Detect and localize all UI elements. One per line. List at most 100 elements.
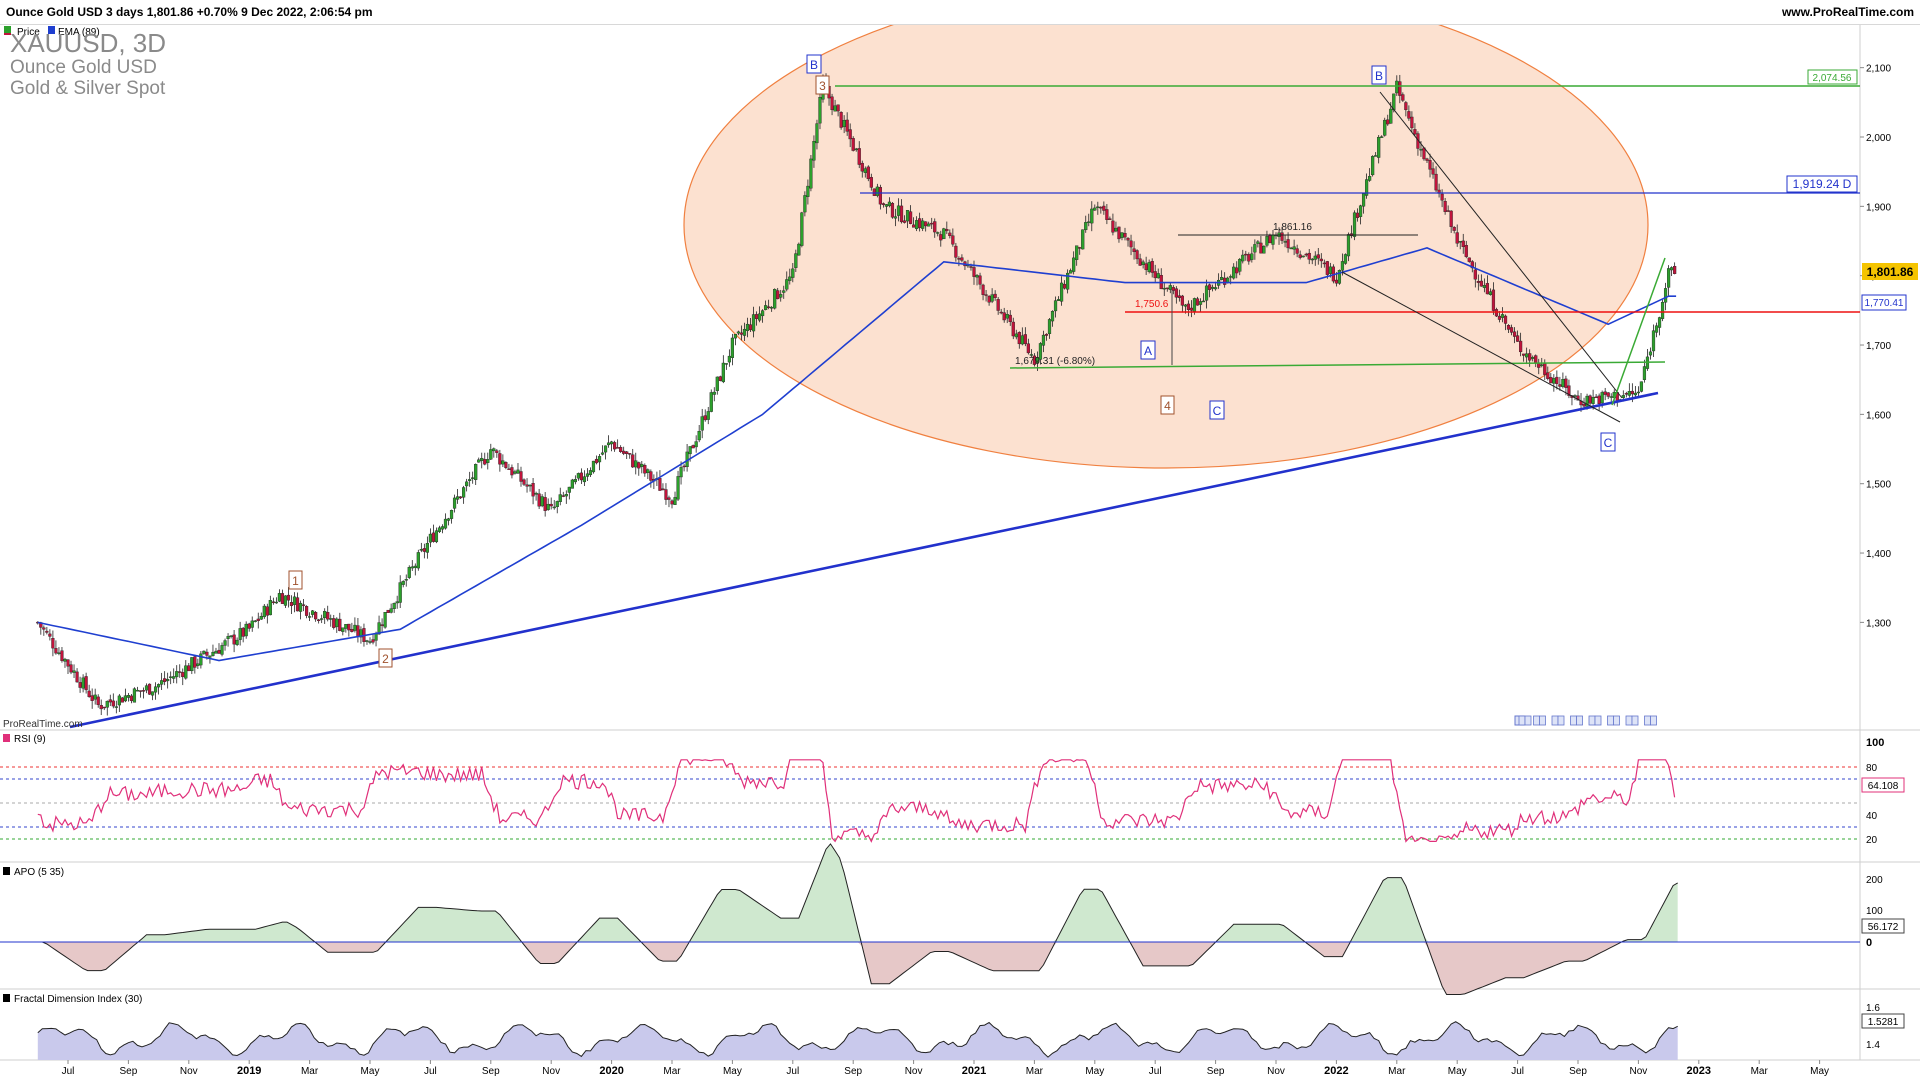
candle-down xyxy=(1401,94,1405,101)
candle-up xyxy=(1256,241,1260,244)
candle-down xyxy=(1546,372,1550,379)
candle-down xyxy=(579,472,583,481)
candle-down xyxy=(1413,129,1417,135)
candle-up xyxy=(1081,229,1085,250)
candle-up xyxy=(425,543,429,553)
price-panel[interactable] xyxy=(36,0,1860,729)
chart-title: Ounce Gold USD 3 days 1,801.86 +0.70% 9 … xyxy=(6,5,373,19)
event-icon xyxy=(1594,715,1602,726)
candle-down xyxy=(1455,232,1459,244)
candle-down xyxy=(1522,353,1526,356)
event-icon xyxy=(1631,715,1639,726)
svg-text:1,770.41: 1,770.41 xyxy=(1865,298,1904,309)
candle-up xyxy=(283,595,288,606)
rsi-panel[interactable]: RSI (9) 100 80 40 20 64.108 xyxy=(0,734,1905,846)
candle-down xyxy=(1132,248,1136,252)
candle-up xyxy=(501,460,505,465)
svg-text:4: 4 xyxy=(1164,399,1171,413)
candle-down xyxy=(1044,333,1049,336)
candle-up xyxy=(126,695,130,698)
fdi-tick-1-4: 1.4 xyxy=(1866,1040,1880,1051)
candle-down xyxy=(1108,218,1112,220)
candle-up xyxy=(1059,282,1064,302)
candle-up xyxy=(486,459,490,463)
apo-tick-0: 0 xyxy=(1866,937,1872,949)
candle-up xyxy=(806,185,810,197)
candle-up xyxy=(733,334,738,339)
candle-down xyxy=(1280,232,1284,241)
x-tick-label: Sep xyxy=(120,1066,138,1077)
candle-up xyxy=(1014,333,1018,338)
svg-text:1: 1 xyxy=(292,574,299,588)
candle-up xyxy=(721,362,725,383)
candle-up xyxy=(1035,357,1040,364)
x-tick-label: 2022 xyxy=(1324,1065,1348,1077)
candle-up xyxy=(1289,247,1293,250)
x-tick-label: Jul xyxy=(424,1066,437,1077)
candle-down xyxy=(1543,363,1547,375)
candle-up xyxy=(407,567,411,578)
candle-down xyxy=(776,290,780,300)
candle-down xyxy=(1295,248,1299,254)
candle-down xyxy=(1062,283,1067,289)
candle-up xyxy=(1380,136,1384,138)
apo-tick-200: 200 xyxy=(1866,875,1883,886)
candle-down xyxy=(872,188,876,196)
candle-down xyxy=(622,450,626,454)
candle-up xyxy=(1361,193,1366,207)
candle-up xyxy=(1561,379,1565,388)
candle-down xyxy=(881,203,885,205)
candle-down xyxy=(1431,168,1435,175)
candle-down xyxy=(969,266,973,268)
rsi-path xyxy=(37,759,1676,843)
event-icons[interactable] xyxy=(1514,715,1657,726)
wave-label-c-2022: C xyxy=(1600,432,1616,452)
candle-down xyxy=(1603,391,1607,395)
candle-up xyxy=(437,527,442,532)
candle-down xyxy=(830,96,834,111)
candle-up xyxy=(175,671,179,678)
candle-down xyxy=(1307,252,1311,260)
candle-down xyxy=(945,229,949,232)
candle-up xyxy=(1229,276,1233,278)
x-tick-label: May xyxy=(361,1066,380,1077)
site-link[interactable]: www.ProRealTime.com xyxy=(1781,5,1914,19)
candle-down xyxy=(519,471,523,482)
candle-up xyxy=(196,663,200,666)
fdi-tick-1-6: 1.6 xyxy=(1866,1003,1880,1014)
candle-up xyxy=(854,148,858,151)
candle-down xyxy=(531,483,535,497)
candle-down xyxy=(66,659,70,667)
fdi-panel[interactable]: Fractal Dimension Index (30) 1.6 1.4 1.5… xyxy=(3,994,1905,1060)
candle-down xyxy=(1008,314,1012,323)
apo-value-badge-frame xyxy=(1861,918,1905,934)
blue-level-badge: 1,919.24 D xyxy=(1786,175,1858,193)
candle-up xyxy=(1241,254,1245,262)
candle-down xyxy=(1123,233,1127,238)
candle-up xyxy=(724,363,728,365)
candle-up xyxy=(745,323,750,332)
candle-down xyxy=(649,471,653,481)
candle-up xyxy=(1609,396,1613,398)
candle-down xyxy=(1259,242,1263,254)
apo-panel[interactable]: APO (5 35) 200 100 0 56.172 xyxy=(0,843,1905,995)
candle-down xyxy=(338,618,342,631)
candle-up xyxy=(1271,234,1275,245)
candle-down xyxy=(661,488,665,491)
candle-down xyxy=(1440,193,1444,201)
candle-up xyxy=(208,655,212,658)
candle-up xyxy=(1156,273,1160,279)
candle-up xyxy=(57,652,61,654)
candle-down xyxy=(924,221,928,227)
apo-negative-area xyxy=(37,942,1678,995)
candle-up xyxy=(298,602,303,612)
candle-down xyxy=(271,601,275,603)
candle-up xyxy=(597,456,602,463)
candle-down xyxy=(1461,240,1465,248)
candle-up xyxy=(1621,395,1625,398)
candle-down xyxy=(561,495,565,497)
wave-label-4: 4 xyxy=(1160,395,1175,415)
candle-down xyxy=(1549,376,1553,384)
candle-down xyxy=(1355,212,1360,218)
